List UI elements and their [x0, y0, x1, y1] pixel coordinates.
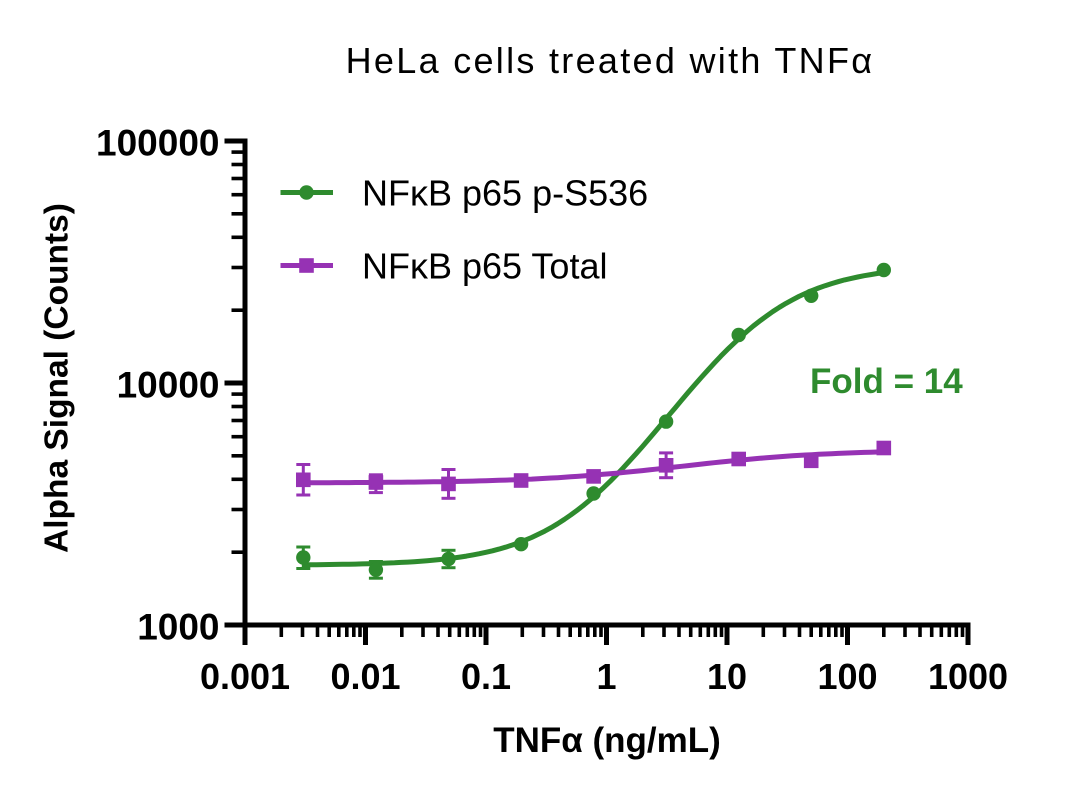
svg-text:1000: 1000 [137, 607, 219, 648]
svg-text:0.01: 0.01 [330, 656, 400, 697]
svg-text:Fold = 14: Fold = 14 [810, 362, 963, 401]
svg-text:1000: 1000 [928, 656, 1008, 697]
svg-text:TNFα (ng/mL): TNFα (ng/mL) [493, 721, 721, 760]
svg-text:NFκB p65 Total: NFκB p65 Total [362, 246, 607, 287]
svg-text:10: 10 [707, 656, 747, 697]
svg-text:HeLa cells treated with TNFα: HeLa cells treated with TNFα [346, 40, 875, 81]
svg-text:100: 100 [817, 656, 877, 697]
svg-text:Alpha Signal (Counts): Alpha Signal (Counts) [39, 203, 76, 553]
svg-text:10000: 10000 [117, 365, 220, 406]
svg-text:1: 1 [596, 656, 616, 697]
svg-text:NFκB p65 p-S536: NFκB p65 p-S536 [362, 173, 648, 214]
svg-text:0.1: 0.1 [461, 656, 511, 697]
svg-text:0.001: 0.001 [200, 656, 290, 697]
svg-text:100000: 100000 [96, 123, 219, 164]
